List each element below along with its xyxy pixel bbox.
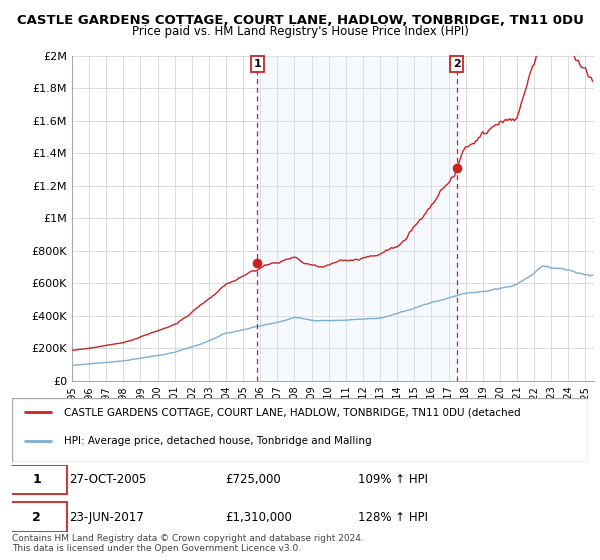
Text: £1,310,000: £1,310,000 — [225, 511, 292, 524]
Text: 128% ↑ HPI: 128% ↑ HPI — [358, 511, 428, 524]
Text: 2: 2 — [453, 59, 461, 69]
Text: 1: 1 — [32, 473, 41, 486]
Text: This data is licensed under the Open Government Licence v3.0.: This data is licensed under the Open Gov… — [12, 544, 301, 553]
Text: Price paid vs. HM Land Registry's House Price Index (HPI): Price paid vs. HM Land Registry's House … — [131, 25, 469, 38]
Text: Contains HM Land Registry data © Crown copyright and database right 2024.: Contains HM Land Registry data © Crown c… — [12, 534, 364, 543]
Text: CASTLE GARDENS COTTAGE, COURT LANE, HADLOW, TONBRIDGE, TN11 0DU (detached: CASTLE GARDENS COTTAGE, COURT LANE, HADL… — [64, 408, 520, 417]
Text: CASTLE GARDENS COTTAGE, COURT LANE, HADLOW, TONBRIDGE, TN11 0DU: CASTLE GARDENS COTTAGE, COURT LANE, HADL… — [17, 14, 583, 27]
Text: HPI: Average price, detached house, Tonbridge and Malling: HPI: Average price, detached house, Tonb… — [64, 436, 371, 446]
Bar — [257, 56, 457, 381]
Text: 23-JUN-2017: 23-JUN-2017 — [70, 511, 145, 524]
Text: £725,000: £725,000 — [225, 473, 281, 486]
FancyBboxPatch shape — [6, 465, 67, 494]
Text: 27-OCT-2005: 27-OCT-2005 — [70, 473, 147, 486]
FancyBboxPatch shape — [12, 398, 588, 462]
Text: 1: 1 — [253, 59, 261, 69]
Text: 109% ↑ HPI: 109% ↑ HPI — [358, 473, 428, 486]
FancyBboxPatch shape — [6, 502, 67, 532]
Text: 2: 2 — [32, 511, 41, 524]
